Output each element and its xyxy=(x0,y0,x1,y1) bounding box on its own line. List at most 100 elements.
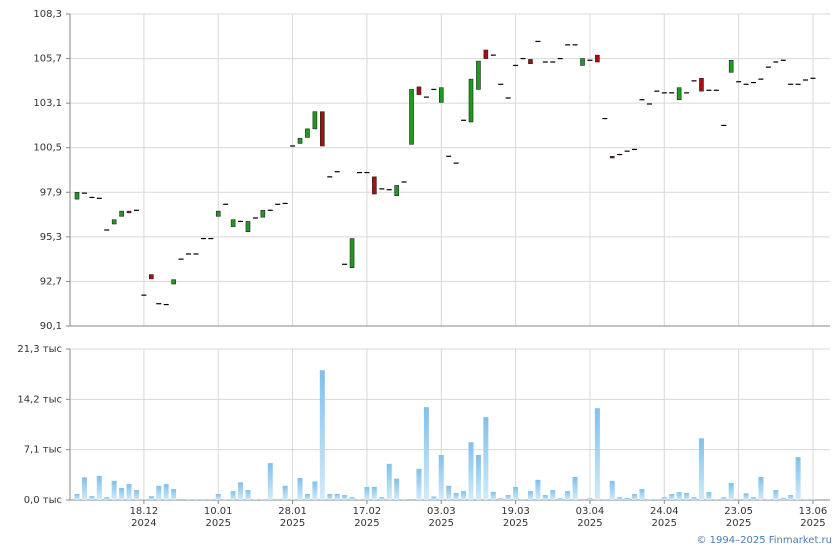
volume-bar xyxy=(394,478,400,500)
candle-body xyxy=(476,60,481,90)
volume-bar xyxy=(788,495,794,500)
volume-bar xyxy=(238,482,244,500)
volume-bar xyxy=(349,497,355,500)
volume-bar xyxy=(617,497,623,500)
x-tick-label: 18.12 2024 xyxy=(129,506,159,529)
volume-bar xyxy=(282,485,288,500)
volume-bar xyxy=(810,499,816,500)
candle-body xyxy=(394,185,399,197)
volume-bar xyxy=(409,498,415,500)
candle-body xyxy=(245,221,251,233)
y-tick-label: 21,3 тыс xyxy=(17,344,62,355)
volume-bar xyxy=(446,485,452,500)
volume-bar xyxy=(505,495,511,500)
volume-bar xyxy=(200,499,206,500)
x-tick-label: 24.04 2025 xyxy=(649,506,679,529)
volume-bar xyxy=(587,498,593,500)
volume-bar xyxy=(602,499,608,500)
volume-bar xyxy=(609,480,615,500)
y-tick-label: 103,1 xyxy=(33,98,62,109)
candle-body xyxy=(580,58,585,66)
candle-body xyxy=(230,219,236,227)
y-tick-label: 108,3 xyxy=(33,9,62,20)
candle-body xyxy=(111,219,117,225)
candle-body xyxy=(728,59,734,73)
volume-bar xyxy=(81,477,87,500)
candle-body xyxy=(126,210,132,214)
y-tick-label: 7,1 тыс xyxy=(24,445,62,456)
volume-bar xyxy=(706,492,712,500)
volume-bar xyxy=(163,484,169,500)
volume-bar xyxy=(498,498,504,500)
candle-body xyxy=(305,128,310,138)
x-tick-label: 10.01 2025 xyxy=(203,506,233,529)
volume-bar xyxy=(89,496,95,500)
candle-body xyxy=(74,191,80,200)
volume-bar xyxy=(594,408,600,500)
volume-bar xyxy=(691,497,697,500)
candle-body xyxy=(528,59,533,65)
volume-bar xyxy=(171,489,177,500)
volume-bar xyxy=(550,490,556,500)
volume-bar xyxy=(245,490,251,500)
volume-bar xyxy=(580,498,586,500)
candle-body xyxy=(260,209,266,218)
volume-bar xyxy=(639,489,645,500)
y-tick-label: 105,7 xyxy=(33,54,62,65)
x-tick-label: 23.05 2025 xyxy=(724,506,753,529)
volume-bar xyxy=(208,499,214,500)
volume-bar xyxy=(290,499,296,500)
volume-bar xyxy=(684,492,690,500)
candle-body xyxy=(297,137,303,144)
volume-bar xyxy=(104,497,110,500)
volume-bar xyxy=(431,496,437,500)
volume-bar xyxy=(148,496,154,500)
volume-bar xyxy=(765,499,771,500)
candle-body xyxy=(468,78,474,123)
volume-bar xyxy=(186,499,192,500)
volume-bar xyxy=(438,454,444,500)
y-tick-label: 100,5 xyxy=(33,143,62,154)
volume-bar xyxy=(698,438,704,500)
volume-bar xyxy=(74,493,80,500)
volume-bar xyxy=(527,491,533,500)
x-tick-label: 28.01 2025 xyxy=(278,506,307,529)
volume-bar xyxy=(646,499,652,500)
volume-bar xyxy=(654,499,660,500)
x-tick-label: 19.03 2025 xyxy=(501,506,530,529)
volume-bar xyxy=(312,481,318,500)
candle-body xyxy=(119,210,124,217)
volume-bar xyxy=(379,497,385,500)
volume-bar xyxy=(773,490,779,500)
volume-bar xyxy=(371,486,377,500)
volume-bar xyxy=(750,497,756,500)
volume-bar xyxy=(669,493,675,500)
volume-bar xyxy=(572,476,578,500)
volume-bar xyxy=(319,370,325,500)
x-tick-label: 03.04 2025 xyxy=(575,506,605,529)
volume-bar xyxy=(795,457,801,500)
y-tick-label: 92,7 xyxy=(40,276,62,287)
volume-bar xyxy=(223,499,229,500)
candle-body xyxy=(349,238,355,269)
volume-bar xyxy=(252,499,258,500)
volume-bar xyxy=(661,497,667,500)
volume-bar xyxy=(416,468,422,500)
volume-bar xyxy=(342,495,348,500)
y-tick-label: 90,1 xyxy=(40,321,62,332)
volume-bar xyxy=(334,493,340,500)
x-tick-label: 17.02 2025 xyxy=(352,506,382,529)
volume-bar xyxy=(632,493,638,500)
volume-bar xyxy=(215,493,221,500)
volume-bar xyxy=(260,499,266,500)
volume-bar xyxy=(297,478,303,500)
volume-bar xyxy=(513,486,519,500)
volume-bar xyxy=(676,492,682,500)
volume-bar xyxy=(133,490,139,500)
candle-body xyxy=(595,54,600,63)
volume-bar xyxy=(230,491,236,500)
volume-bar xyxy=(126,484,132,500)
copyright-link[interactable]: © 1994–2025 Finmarket.ru xyxy=(696,535,832,546)
volume-bar xyxy=(96,475,102,500)
volume-bar xyxy=(327,493,333,500)
